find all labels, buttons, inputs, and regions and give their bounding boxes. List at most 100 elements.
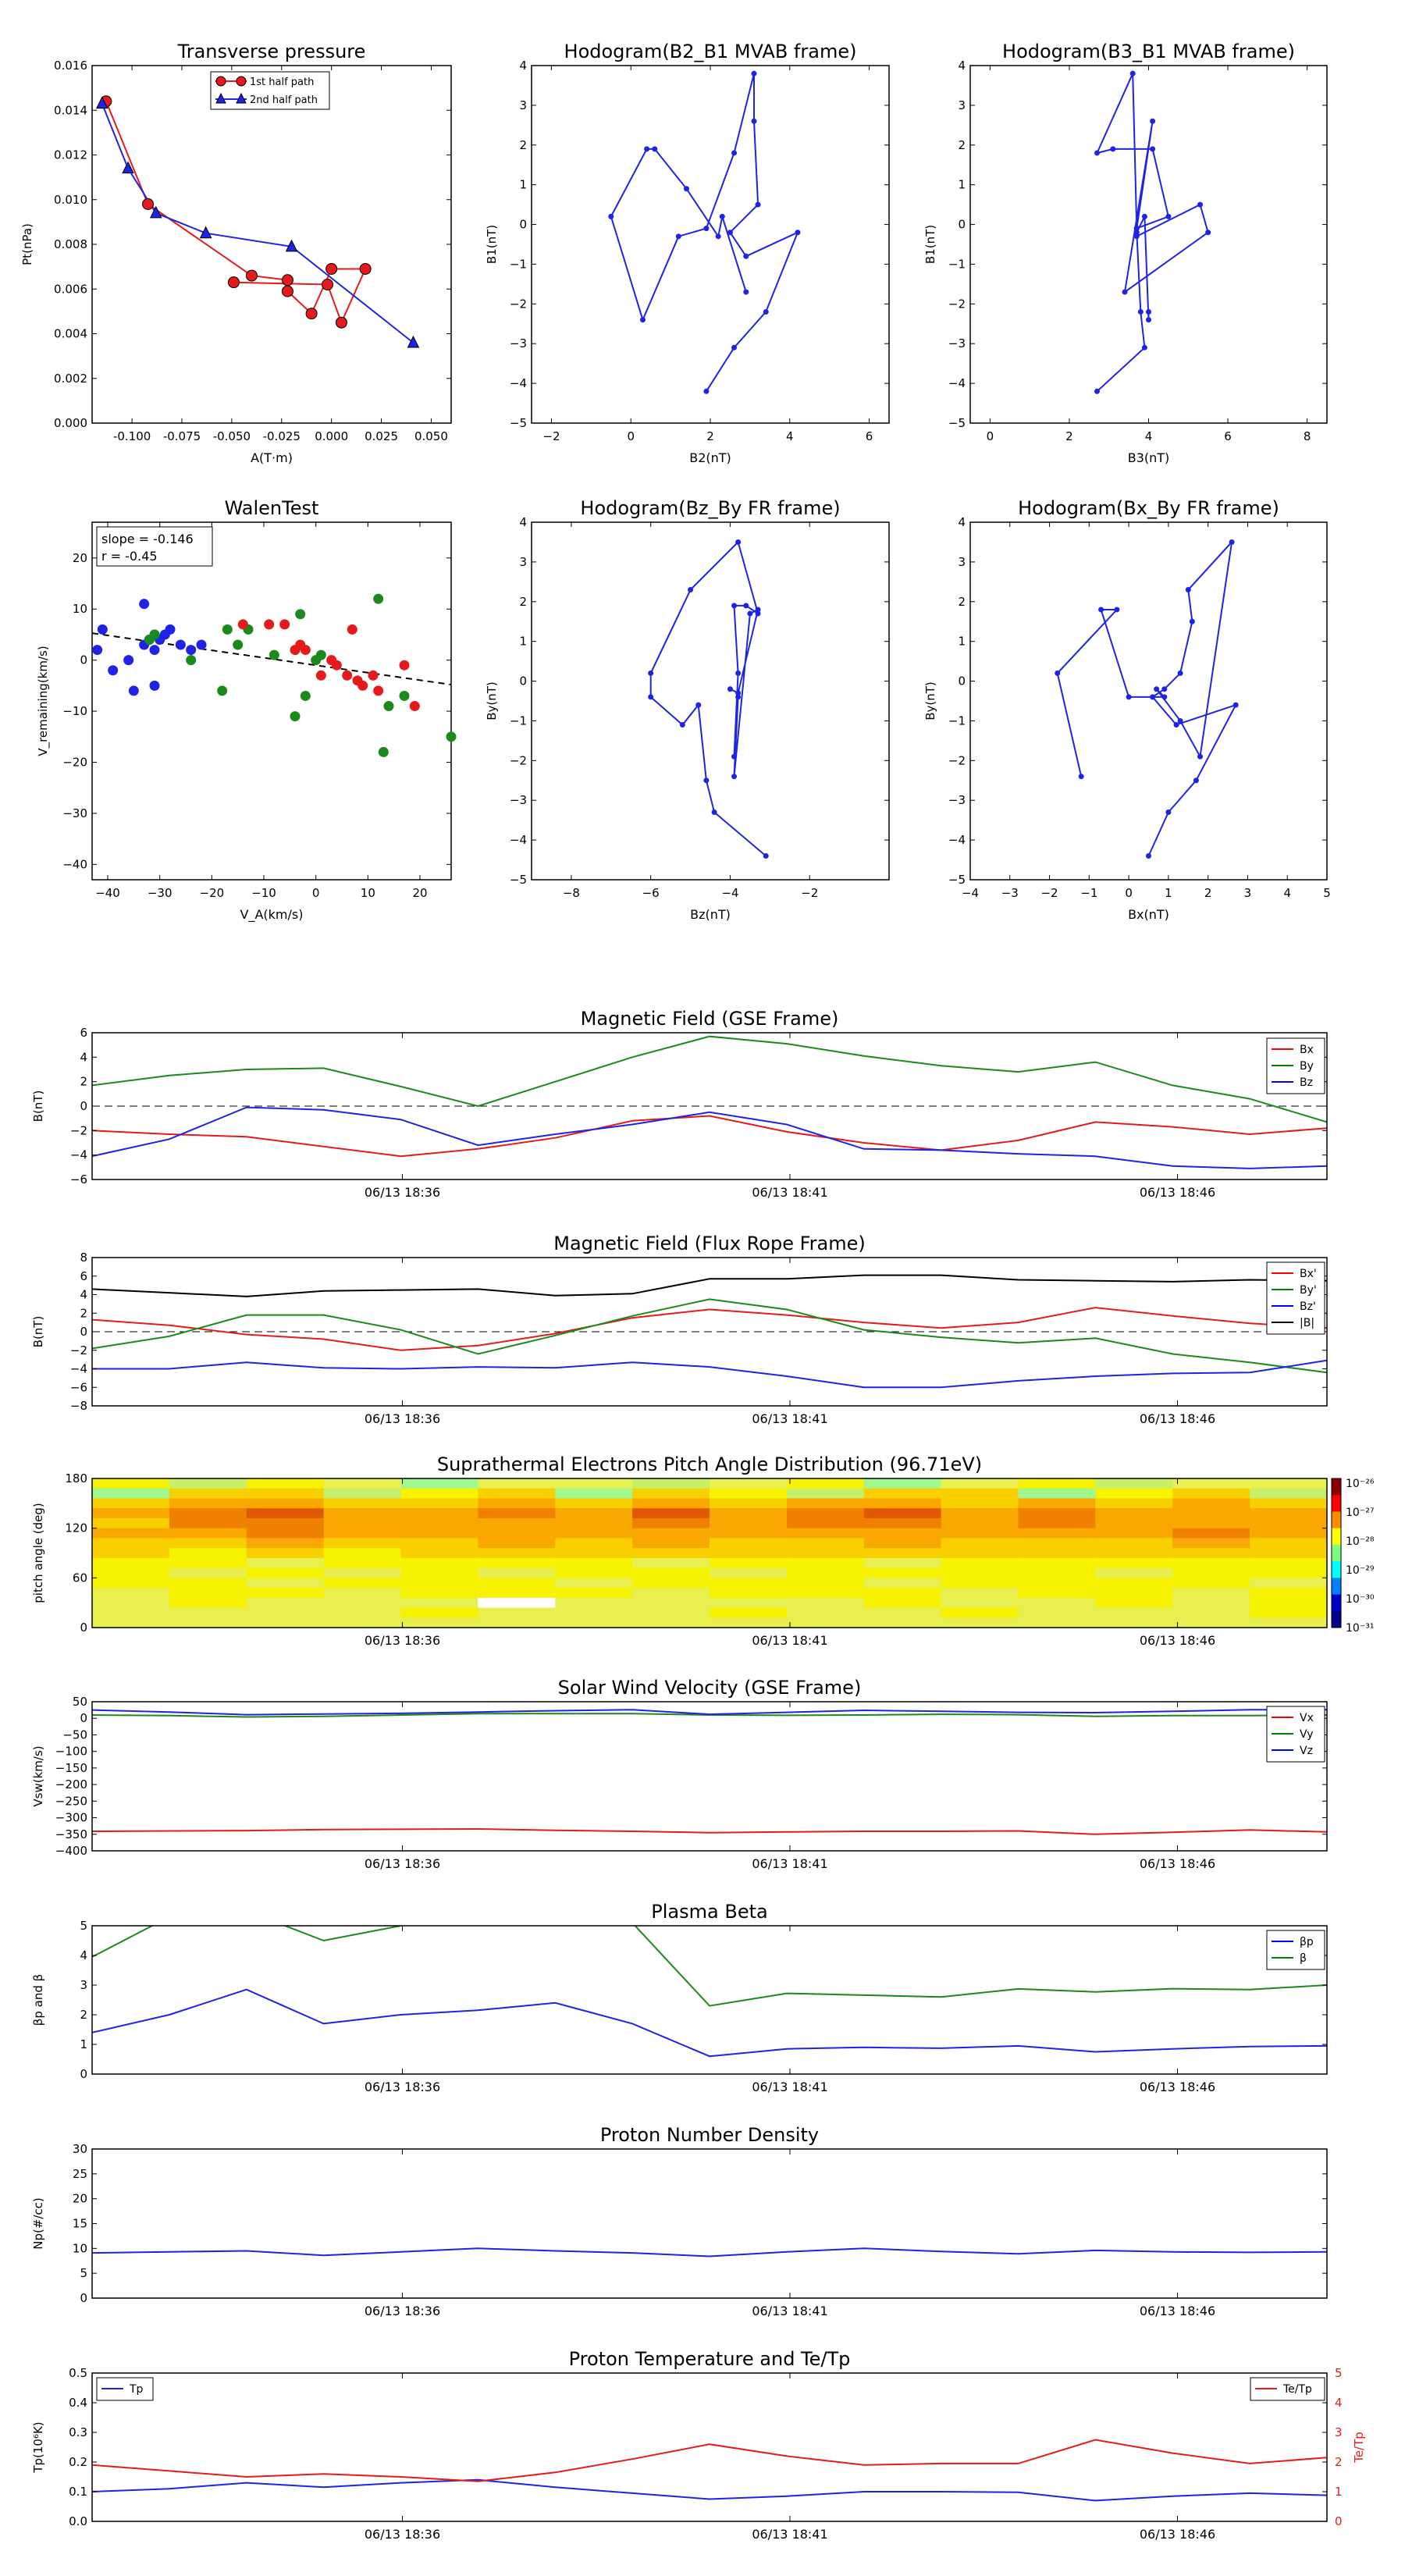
heatmap-cell xyxy=(169,1498,247,1509)
heatmap-cell xyxy=(92,1498,170,1509)
x-tick-label: −2 xyxy=(1040,886,1058,900)
x-tick-label: 06/13 18:41 xyxy=(752,2304,827,2318)
x-tick-label: 0 xyxy=(627,429,635,443)
heatmap-cell xyxy=(786,1517,865,1529)
colorbar-band xyxy=(1332,1561,1341,1578)
y-tick-label: −4 xyxy=(948,376,966,390)
y-tick-label: −250 xyxy=(55,1794,87,1808)
x-tick-label: 06/13 18:41 xyxy=(752,1856,827,1871)
y-tick-label: −40 xyxy=(62,857,87,871)
heatmap-cell xyxy=(1018,1488,1096,1499)
y-tick-label: −2 xyxy=(948,297,966,311)
y-tick-label: −5 xyxy=(510,416,527,430)
hodogram-bx-by: Hodogram(Bx_By FR frame)−5−4−3−2−101234−… xyxy=(923,497,1331,922)
heatmap-cell xyxy=(400,1557,478,1569)
x-tick-label: 06/13 18:36 xyxy=(365,2080,440,2094)
y-tick-label: 5 xyxy=(80,2266,87,2280)
heatmap-cell xyxy=(555,1588,633,1599)
heatmap-cell xyxy=(1250,1478,1328,1489)
heatmap-cell xyxy=(1018,1567,1096,1578)
heatmap-cell xyxy=(1172,1528,1250,1539)
hodogram-point xyxy=(755,607,761,613)
colorbar-tick-label: 10⁻³¹ xyxy=(1346,1622,1374,1635)
y-tick-label: −1 xyxy=(948,257,966,271)
blue-point xyxy=(175,639,186,650)
y-tick-label: 1 xyxy=(519,635,527,649)
x-tick-label: 06/13 18:41 xyxy=(752,2527,827,2542)
y-tick-label: 0.012 xyxy=(54,148,87,162)
hodogram-point xyxy=(719,213,725,219)
y-tick-label: 2 xyxy=(958,595,966,609)
heatmap-cell xyxy=(323,1498,401,1509)
hodogram-point xyxy=(688,587,694,593)
heatmap-cell xyxy=(710,1498,788,1509)
first-half-point xyxy=(245,269,258,282)
second-half-point xyxy=(407,335,420,348)
heatmap-cell xyxy=(555,1578,633,1589)
heatmap-cell xyxy=(1172,1588,1250,1599)
hodogram-point xyxy=(1165,213,1172,219)
hodogram-point xyxy=(1150,146,1156,152)
y-axis-label: Np(#/cc) xyxy=(31,2197,45,2250)
hodogram-point xyxy=(763,309,769,315)
series-Vz xyxy=(92,1709,1327,1716)
hodogram-bz-by: Hodogram(Bz_By FR frame) −5 −4 −3 −2 −1 0 1 2 3 4 −… xyxy=(485,497,890,922)
heatmap-cell xyxy=(400,1538,478,1549)
x-axis-label: V_A(km/s) xyxy=(240,907,304,923)
hodogram-point xyxy=(695,702,702,708)
series-lines xyxy=(92,1274,1327,1389)
green-point xyxy=(315,649,326,660)
hodogram-point xyxy=(1232,702,1239,708)
heatmap-cell xyxy=(555,1478,633,1489)
y-tick-label: 0.004 xyxy=(54,327,87,341)
heatmap-cell xyxy=(1250,1597,1328,1609)
green-point xyxy=(446,731,457,742)
x-tick-label: 1 xyxy=(1165,886,1172,900)
heatmap-cell xyxy=(1250,1488,1328,1499)
series-lines xyxy=(92,1035,1327,1169)
heatmap-cell xyxy=(246,1548,325,1559)
mag-field-flux-rope: Magnetic Field (Flux Rope Frame) −8 −6 −4 −2… xyxy=(31,1233,1328,1426)
walen-test-chart: WalenTest −40 −30 −20 −10 0 10 20 −40 −30 −20 −10 0 1… xyxy=(36,497,457,923)
plot-frame xyxy=(91,65,452,424)
legend-label: Te/Tp xyxy=(1282,2383,1312,2396)
x-tick-label: 06/13 18:46 xyxy=(1140,1185,1215,1200)
hodogram-point xyxy=(743,289,749,295)
y-tick-label: 0.000 xyxy=(54,416,87,430)
y-tick-label: 3 xyxy=(958,98,966,112)
x-tick-label: -0.025 xyxy=(263,429,301,443)
heatmap-cell xyxy=(246,1607,325,1618)
heatmap-cell xyxy=(323,1597,401,1609)
first-half-point xyxy=(281,285,293,297)
x-tick-label: 06/13 18:46 xyxy=(1140,2527,1215,2542)
heatmap-cell xyxy=(786,1498,865,1509)
x-tick-label: −1 xyxy=(1080,886,1097,900)
heatmap-cell xyxy=(92,1508,170,1519)
second-half-point xyxy=(199,226,212,239)
y-tick-label: −2 xyxy=(70,1123,87,1137)
hodogram-point xyxy=(731,774,738,780)
blue-point xyxy=(196,639,207,650)
legend-label: Vz xyxy=(1300,1745,1313,1757)
heatmap-cell xyxy=(786,1528,865,1539)
heatmap-cell xyxy=(786,1588,865,1599)
green-point xyxy=(222,624,233,635)
heatmap-cell xyxy=(1172,1517,1250,1529)
hodogram-line xyxy=(610,73,799,392)
y-tick-label: −20 xyxy=(62,756,87,770)
heatmap-cell xyxy=(710,1597,788,1609)
y-tick-label: −10 xyxy=(62,704,87,718)
heatmap-cell xyxy=(1172,1597,1250,1609)
series-lines xyxy=(92,1926,1327,2058)
heatmap-cell xyxy=(1095,1597,1173,1609)
legend-label: Bx' xyxy=(1300,1268,1317,1280)
legend-label: 1st half path xyxy=(250,76,314,88)
x-tick-label: -0.100 xyxy=(113,429,151,443)
heatmap-cell xyxy=(941,1578,1019,1589)
y-right-axis-label: Te/Tp xyxy=(1352,2432,1366,2464)
chart-title: Proton Number Density xyxy=(600,2124,819,2146)
y-right-tick-label: 4 xyxy=(1335,2396,1343,2410)
heatmap-cell xyxy=(863,1528,942,1539)
heatmap-cell xyxy=(632,1578,710,1589)
heatmap-cell xyxy=(941,1548,1019,1559)
